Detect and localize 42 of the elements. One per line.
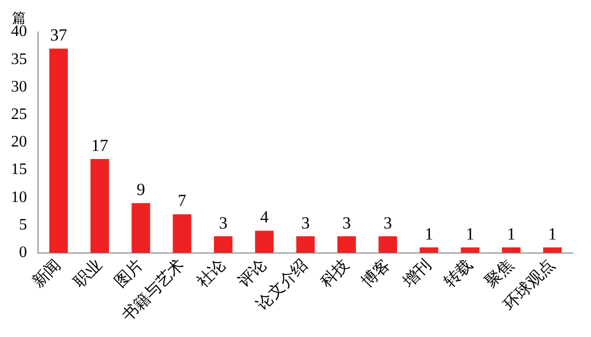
y-tick-label: 30 bbox=[11, 78, 27, 96]
data-label: 9 bbox=[136, 180, 146, 200]
x-tick-label: 职业 bbox=[70, 256, 106, 292]
x-tick-label: 增刊 bbox=[399, 256, 435, 292]
bar bbox=[543, 247, 562, 253]
y-tick-label: 25 bbox=[11, 106, 27, 124]
data-label: 17 bbox=[91, 136, 109, 155]
data-label: 7 bbox=[178, 191, 187, 210]
x-tick-label: 社论 bbox=[194, 256, 229, 292]
y-tick-label: 5 bbox=[19, 216, 27, 234]
x-tick-label: 转载 bbox=[440, 256, 476, 292]
data-label: 3 bbox=[301, 213, 310, 232]
bar bbox=[378, 236, 398, 253]
data-label: 3 bbox=[218, 213, 228, 232]
bar bbox=[49, 48, 68, 253]
x-tick-label: 博客 bbox=[358, 256, 394, 292]
x-tick-label: 科技 bbox=[317, 256, 352, 292]
data-label: 1 bbox=[466, 224, 474, 244]
x-tick-label: 评论 bbox=[234, 256, 270, 292]
data-label: 1 bbox=[424, 224, 434, 244]
bar bbox=[172, 214, 192, 253]
data-label: 1 bbox=[507, 224, 516, 244]
data-label: 4 bbox=[260, 208, 270, 227]
y-tick-label: 35 bbox=[11, 50, 27, 68]
data-label: 3 bbox=[342, 213, 351, 232]
y-tick-label: 15 bbox=[11, 161, 27, 178]
bar bbox=[502, 247, 521, 253]
data-label: 1 bbox=[548, 224, 557, 244]
bar bbox=[214, 236, 232, 253]
y-tick-label: 0 bbox=[19, 244, 27, 262]
data-label: 3 bbox=[384, 213, 392, 232]
bar bbox=[296, 236, 315, 253]
bar bbox=[132, 203, 150, 253]
y-tick-label: 10 bbox=[11, 188, 27, 206]
data-label: 37 bbox=[50, 26, 68, 45]
bar bbox=[460, 247, 480, 253]
bar bbox=[337, 236, 356, 253]
bar bbox=[255, 230, 274, 253]
bar bbox=[420, 247, 438, 253]
bar bbox=[90, 158, 109, 253]
y-tick-label: 20 bbox=[11, 134, 27, 151]
x-tick-label: 新闻 bbox=[29, 256, 64, 292]
